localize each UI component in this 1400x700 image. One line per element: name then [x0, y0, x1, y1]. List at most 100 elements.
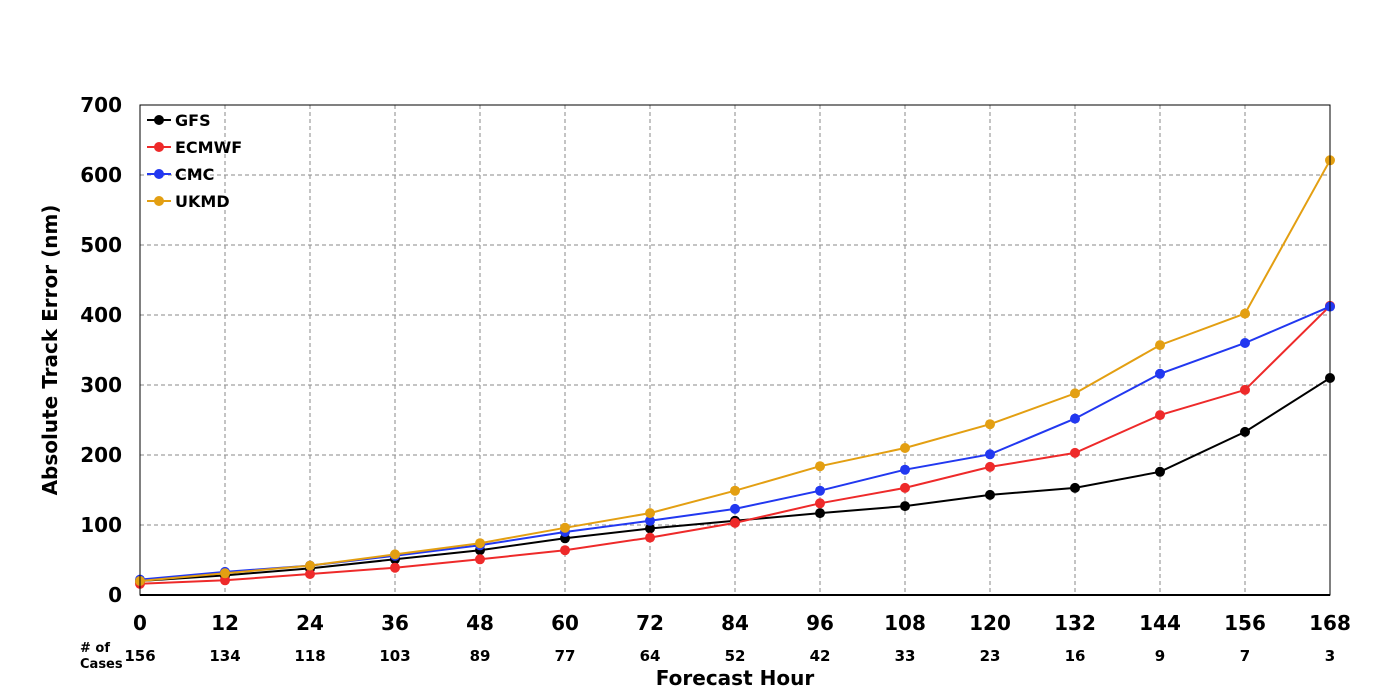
cases-count: 134 — [209, 647, 240, 665]
y-tick-label: 600 — [80, 163, 122, 187]
x-tick-label: 108 — [884, 611, 926, 635]
y-axis-label: Absolute Track Error (nm) — [38, 205, 62, 496]
series-ecmwf — [135, 300, 1335, 589]
x-tick-label: 120 — [969, 611, 1011, 635]
y-tick-label: 700 — [80, 93, 122, 117]
legend-swatch-marker — [154, 196, 164, 206]
x-axis-label: Forecast Hour — [656, 666, 815, 690]
x-tick-label: 0 — [133, 611, 147, 635]
data-point-cmc — [1240, 338, 1250, 348]
x-tick-label: 12 — [211, 611, 239, 635]
cases-count: 23 — [980, 647, 1001, 665]
x-tick-label: 156 — [1224, 611, 1266, 635]
x-tick-label: 36 — [381, 611, 409, 635]
data-point-cmc — [645, 515, 655, 526]
y-tick-label: 400 — [80, 303, 122, 327]
data-point-ukmd — [985, 419, 995, 430]
data-point-gfs — [900, 501, 910, 512]
cases-count: 52 — [725, 647, 746, 665]
x-tick-label: 144 — [1139, 611, 1181, 635]
legend-label: UKMD — [175, 192, 230, 211]
data-point-ecmwf — [475, 554, 485, 565]
series-layer — [135, 155, 1335, 589]
data-point-cmc — [815, 485, 825, 496]
data-point-ukmd — [390, 549, 400, 560]
data-point-ecmwf — [815, 498, 825, 509]
data-point-ecmwf — [645, 532, 655, 543]
x-tick-label: 168 — [1309, 611, 1351, 635]
data-point-gfs — [1155, 466, 1165, 477]
legend: GFS ECMWF CMC UKMD — [147, 111, 242, 211]
x-tick-label: 84 — [721, 611, 749, 635]
data-point-gfs — [985, 489, 995, 500]
cases-count: 103 — [379, 647, 410, 665]
data-point-ecmwf — [220, 575, 230, 586]
x-tick-label: 96 — [806, 611, 834, 635]
cases-row: 156 134 118 103 89 77 64 52 42 33 23 16 9 7 3 — [124, 647, 1335, 665]
cases-count: 156 — [124, 647, 155, 665]
data-point-ukmd — [1240, 308, 1250, 319]
data-point-ukmd — [1070, 388, 1080, 399]
cases-count: 118 — [294, 647, 325, 665]
legend-label: ECMWF — [175, 138, 242, 157]
data-point-ukmd — [475, 538, 485, 549]
data-point-ukmd — [1155, 340, 1165, 351]
legend-item-gfs: GFS — [147, 111, 211, 130]
data-point-ukmd — [220, 568, 230, 579]
data-point-gfs — [815, 508, 825, 519]
data-point-cmc — [985, 449, 995, 460]
cases-count: 7 — [1240, 647, 1250, 665]
data-point-cmc — [1070, 413, 1080, 424]
data-point-ukmd — [815, 461, 825, 472]
data-point-gfs — [645, 523, 655, 534]
data-point-ecmwf — [1155, 410, 1165, 421]
cases-count: 3 — [1325, 647, 1335, 665]
x-axis-ticks: 0 12 24 36 48 60 72 84 96 108 120 132 144 156 168 — [133, 611, 1351, 635]
y-tick-label: 200 — [80, 443, 122, 467]
legend-label: GFS — [175, 111, 211, 130]
legend-item-cmc: CMC — [147, 165, 214, 184]
data-point-ecmwf — [305, 569, 315, 579]
data-point-ecmwf — [1070, 447, 1080, 458]
cases-count: 42 — [810, 647, 831, 665]
data-point-ecmwf — [730, 517, 740, 528]
cases-count: 77 — [555, 647, 576, 665]
legend-item-ecmwf: ECMWF — [147, 138, 242, 157]
data-point-ukmd — [305, 560, 315, 571]
data-point-ukmd — [900, 443, 910, 453]
data-point-cmc — [730, 503, 740, 514]
data-point-gfs — [1070, 482, 1080, 493]
x-tick-label: 24 — [296, 611, 324, 635]
data-point-ecmwf — [390, 562, 400, 573]
data-point-ecmwf — [985, 461, 995, 472]
y-axis-ticks: 0 100 200 300 400 500 600 700 — [80, 93, 122, 607]
legend-swatch-marker — [154, 169, 164, 179]
y-tick-label: 500 — [80, 233, 122, 257]
legend-swatch-marker — [154, 142, 164, 152]
y-tick-label: 300 — [80, 373, 122, 397]
data-point-gfs — [1240, 426, 1250, 437]
legend-swatch-marker — [154, 115, 164, 125]
data-point-ukmd — [730, 485, 740, 496]
data-point-cmc — [900, 464, 910, 475]
y-tick-label: 0 — [108, 583, 122, 607]
legend-label: CMC — [175, 165, 214, 184]
cases-count: 16 — [1065, 647, 1086, 665]
cases-count: 33 — [895, 647, 916, 665]
cases-count: 9 — [1155, 647, 1165, 665]
cases-count: 64 — [640, 647, 661, 665]
data-point-ukmd — [645, 508, 655, 519]
y-tick-label: 100 — [80, 513, 122, 537]
x-tick-label: 132 — [1054, 611, 1096, 635]
cases-count: 89 — [470, 647, 491, 665]
data-point-ukmd — [560, 522, 570, 533]
data-point-cmc — [1155, 368, 1165, 379]
legend-item-ukmd: UKMD — [147, 192, 230, 211]
x-tick-label: 72 — [636, 611, 664, 635]
data-point-ecmwf — [900, 482, 910, 493]
data-point-ecmwf — [1240, 384, 1250, 395]
x-tick-label: 60 — [551, 611, 579, 635]
data-point-ecmwf — [560, 545, 570, 556]
x-tick-label: 48 — [466, 611, 494, 635]
